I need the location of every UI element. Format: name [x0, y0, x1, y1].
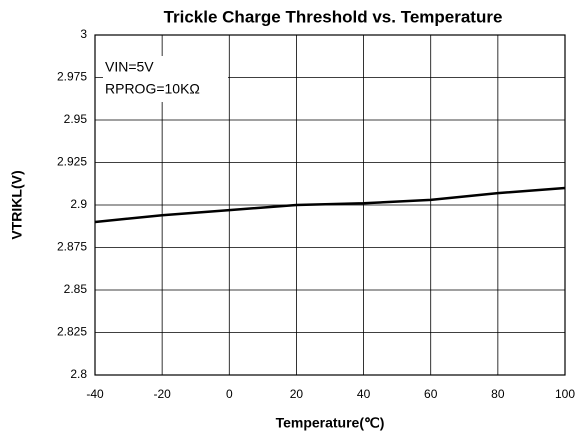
annotation-box	[103, 56, 228, 102]
y-tick-label: 2.975	[57, 70, 87, 84]
x-tick-label: 0	[226, 387, 233, 401]
y-tick-label: 2.925	[57, 155, 87, 169]
y-tick-label: 2.85	[64, 282, 88, 296]
x-axis-label: Temperature(℃)	[276, 415, 385, 431]
x-tick-label: 80	[491, 387, 505, 401]
y-tick-label: 2.8	[70, 367, 87, 381]
data-line	[94, 186, 566, 224]
x-tick-label: 100	[555, 387, 575, 401]
y-tick-label: 3	[80, 27, 87, 41]
plot-frame	[94, 34, 566, 376]
y-tick-label: 2.875	[57, 240, 87, 254]
annotation: VIN=5V	[105, 59, 154, 75]
x-tick-label: 40	[357, 387, 371, 401]
y-tick-label: 2.825	[57, 325, 87, 339]
x-tick-label: 20	[290, 387, 304, 401]
x-tick-label: -20	[153, 387, 171, 401]
annotation: RPROG=10KΩ	[105, 81, 200, 97]
x-tick-label: 60	[424, 387, 438, 401]
y-tick-label: 2.9	[70, 197, 87, 211]
x-tick-label: -40	[86, 387, 104, 401]
chart-title: Trickle Charge Threshold vs. Temperature	[164, 7, 503, 26]
y-tick-label: 2.95	[64, 112, 88, 126]
y-axis-label: VTRIKL(V)	[9, 170, 25, 239]
